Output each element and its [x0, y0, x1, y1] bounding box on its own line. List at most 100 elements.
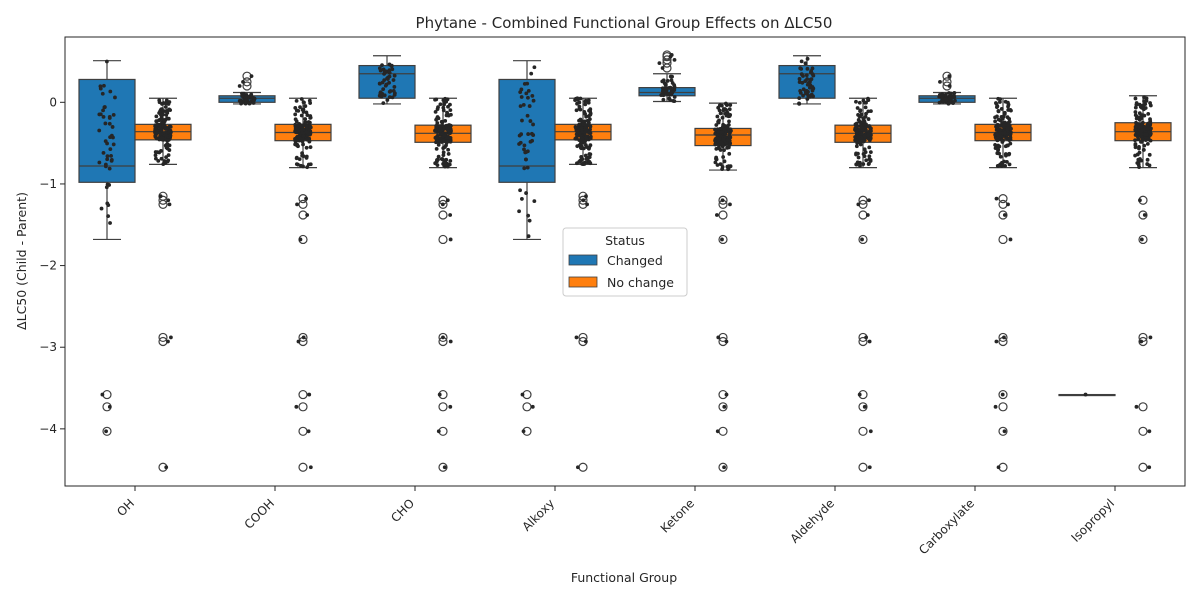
data-point — [577, 131, 582, 136]
data-point — [587, 117, 592, 122]
data-point — [103, 139, 108, 144]
data-point — [575, 144, 580, 149]
data-point — [238, 99, 243, 104]
data-point — [249, 92, 254, 97]
data-point — [387, 62, 392, 67]
box-changed-aldehyde — [778, 55, 836, 106]
data-point — [247, 101, 252, 106]
data-point — [517, 133, 522, 138]
data-point — [1147, 152, 1152, 157]
data-point — [168, 130, 173, 134]
data-point — [113, 95, 117, 100]
data-point — [445, 110, 449, 115]
data-point — [105, 157, 110, 162]
data-point — [858, 163, 862, 168]
data-point — [718, 148, 723, 152]
outlier-point — [858, 426, 868, 436]
box-body — [358, 64, 416, 99]
data-point — [385, 98, 390, 102]
data-point — [102, 83, 106, 88]
box-no-change-oh — [134, 97, 192, 472]
data-point — [304, 156, 309, 160]
data-point — [1145, 141, 1150, 146]
data-point — [721, 138, 726, 142]
data-point — [1009, 126, 1013, 131]
data-point — [869, 109, 873, 114]
data-point — [438, 102, 443, 107]
box-no-change-cooh — [274, 97, 332, 472]
legend-label-changed: Changed — [607, 253, 663, 268]
data-point — [103, 121, 108, 126]
data-point — [858, 108, 863, 113]
data-point — [301, 134, 306, 139]
data-point — [154, 130, 159, 135]
data-point — [998, 118, 1003, 123]
outlier-point — [858, 462, 868, 472]
data-point — [860, 127, 865, 131]
data-point — [866, 117, 871, 121]
box-changed-oh — [78, 59, 136, 436]
data-point — [669, 78, 674, 83]
data-point — [583, 111, 588, 116]
data-point — [998, 97, 1003, 102]
data-point — [661, 97, 666, 102]
data-point — [853, 135, 858, 139]
data-point — [104, 59, 109, 64]
data-point — [857, 100, 862, 105]
data-point — [1145, 157, 1150, 162]
data-point — [586, 98, 591, 103]
data-point — [996, 147, 1001, 152]
data-point — [1146, 111, 1151, 116]
data-point — [107, 121, 112, 126]
data-point — [377, 93, 382, 98]
data-point — [441, 138, 446, 143]
data-point — [381, 101, 386, 106]
data-point — [442, 465, 447, 470]
data-point — [1002, 123, 1006, 128]
data-point — [866, 98, 871, 103]
x-tick-label: Carboxylate — [916, 496, 977, 557]
data-point — [433, 110, 438, 114]
data-point — [725, 138, 730, 142]
data-point — [391, 78, 396, 82]
data-point — [665, 79, 670, 83]
data-point — [944, 97, 949, 102]
data-point — [520, 392, 525, 397]
data-point — [296, 108, 301, 113]
data-point — [518, 104, 523, 109]
data-point — [805, 77, 810, 81]
data-point — [154, 114, 159, 119]
data-point — [1142, 213, 1147, 217]
data-point — [164, 465, 169, 470]
data-point — [106, 214, 111, 219]
data-point — [868, 126, 873, 130]
data-point — [518, 188, 522, 193]
box-no-change-cho — [414, 96, 472, 472]
data-point — [109, 153, 113, 158]
data-point — [574, 126, 578, 131]
data-point — [720, 198, 725, 203]
data-point — [672, 99, 677, 104]
legend: Status Changed No change — [562, 227, 688, 297]
x-tick-label: OH — [114, 496, 137, 519]
data-point — [305, 113, 310, 117]
data-point — [660, 66, 665, 70]
data-point — [580, 137, 585, 141]
data-point — [856, 113, 860, 117]
data-point — [579, 126, 584, 131]
data-point — [867, 465, 872, 470]
data-point — [1136, 123, 1140, 128]
data-point — [999, 107, 1004, 111]
data-point — [159, 113, 163, 117]
outlier-point — [298, 426, 308, 436]
data-point — [1007, 152, 1011, 157]
data-point — [304, 125, 309, 129]
data-point — [1135, 161, 1140, 165]
data-point — [304, 145, 309, 150]
data-point — [810, 72, 815, 77]
data-point — [529, 71, 534, 76]
data-point — [998, 134, 1003, 138]
data-point — [294, 99, 299, 103]
data-point — [1139, 339, 1144, 344]
data-point — [296, 144, 300, 149]
